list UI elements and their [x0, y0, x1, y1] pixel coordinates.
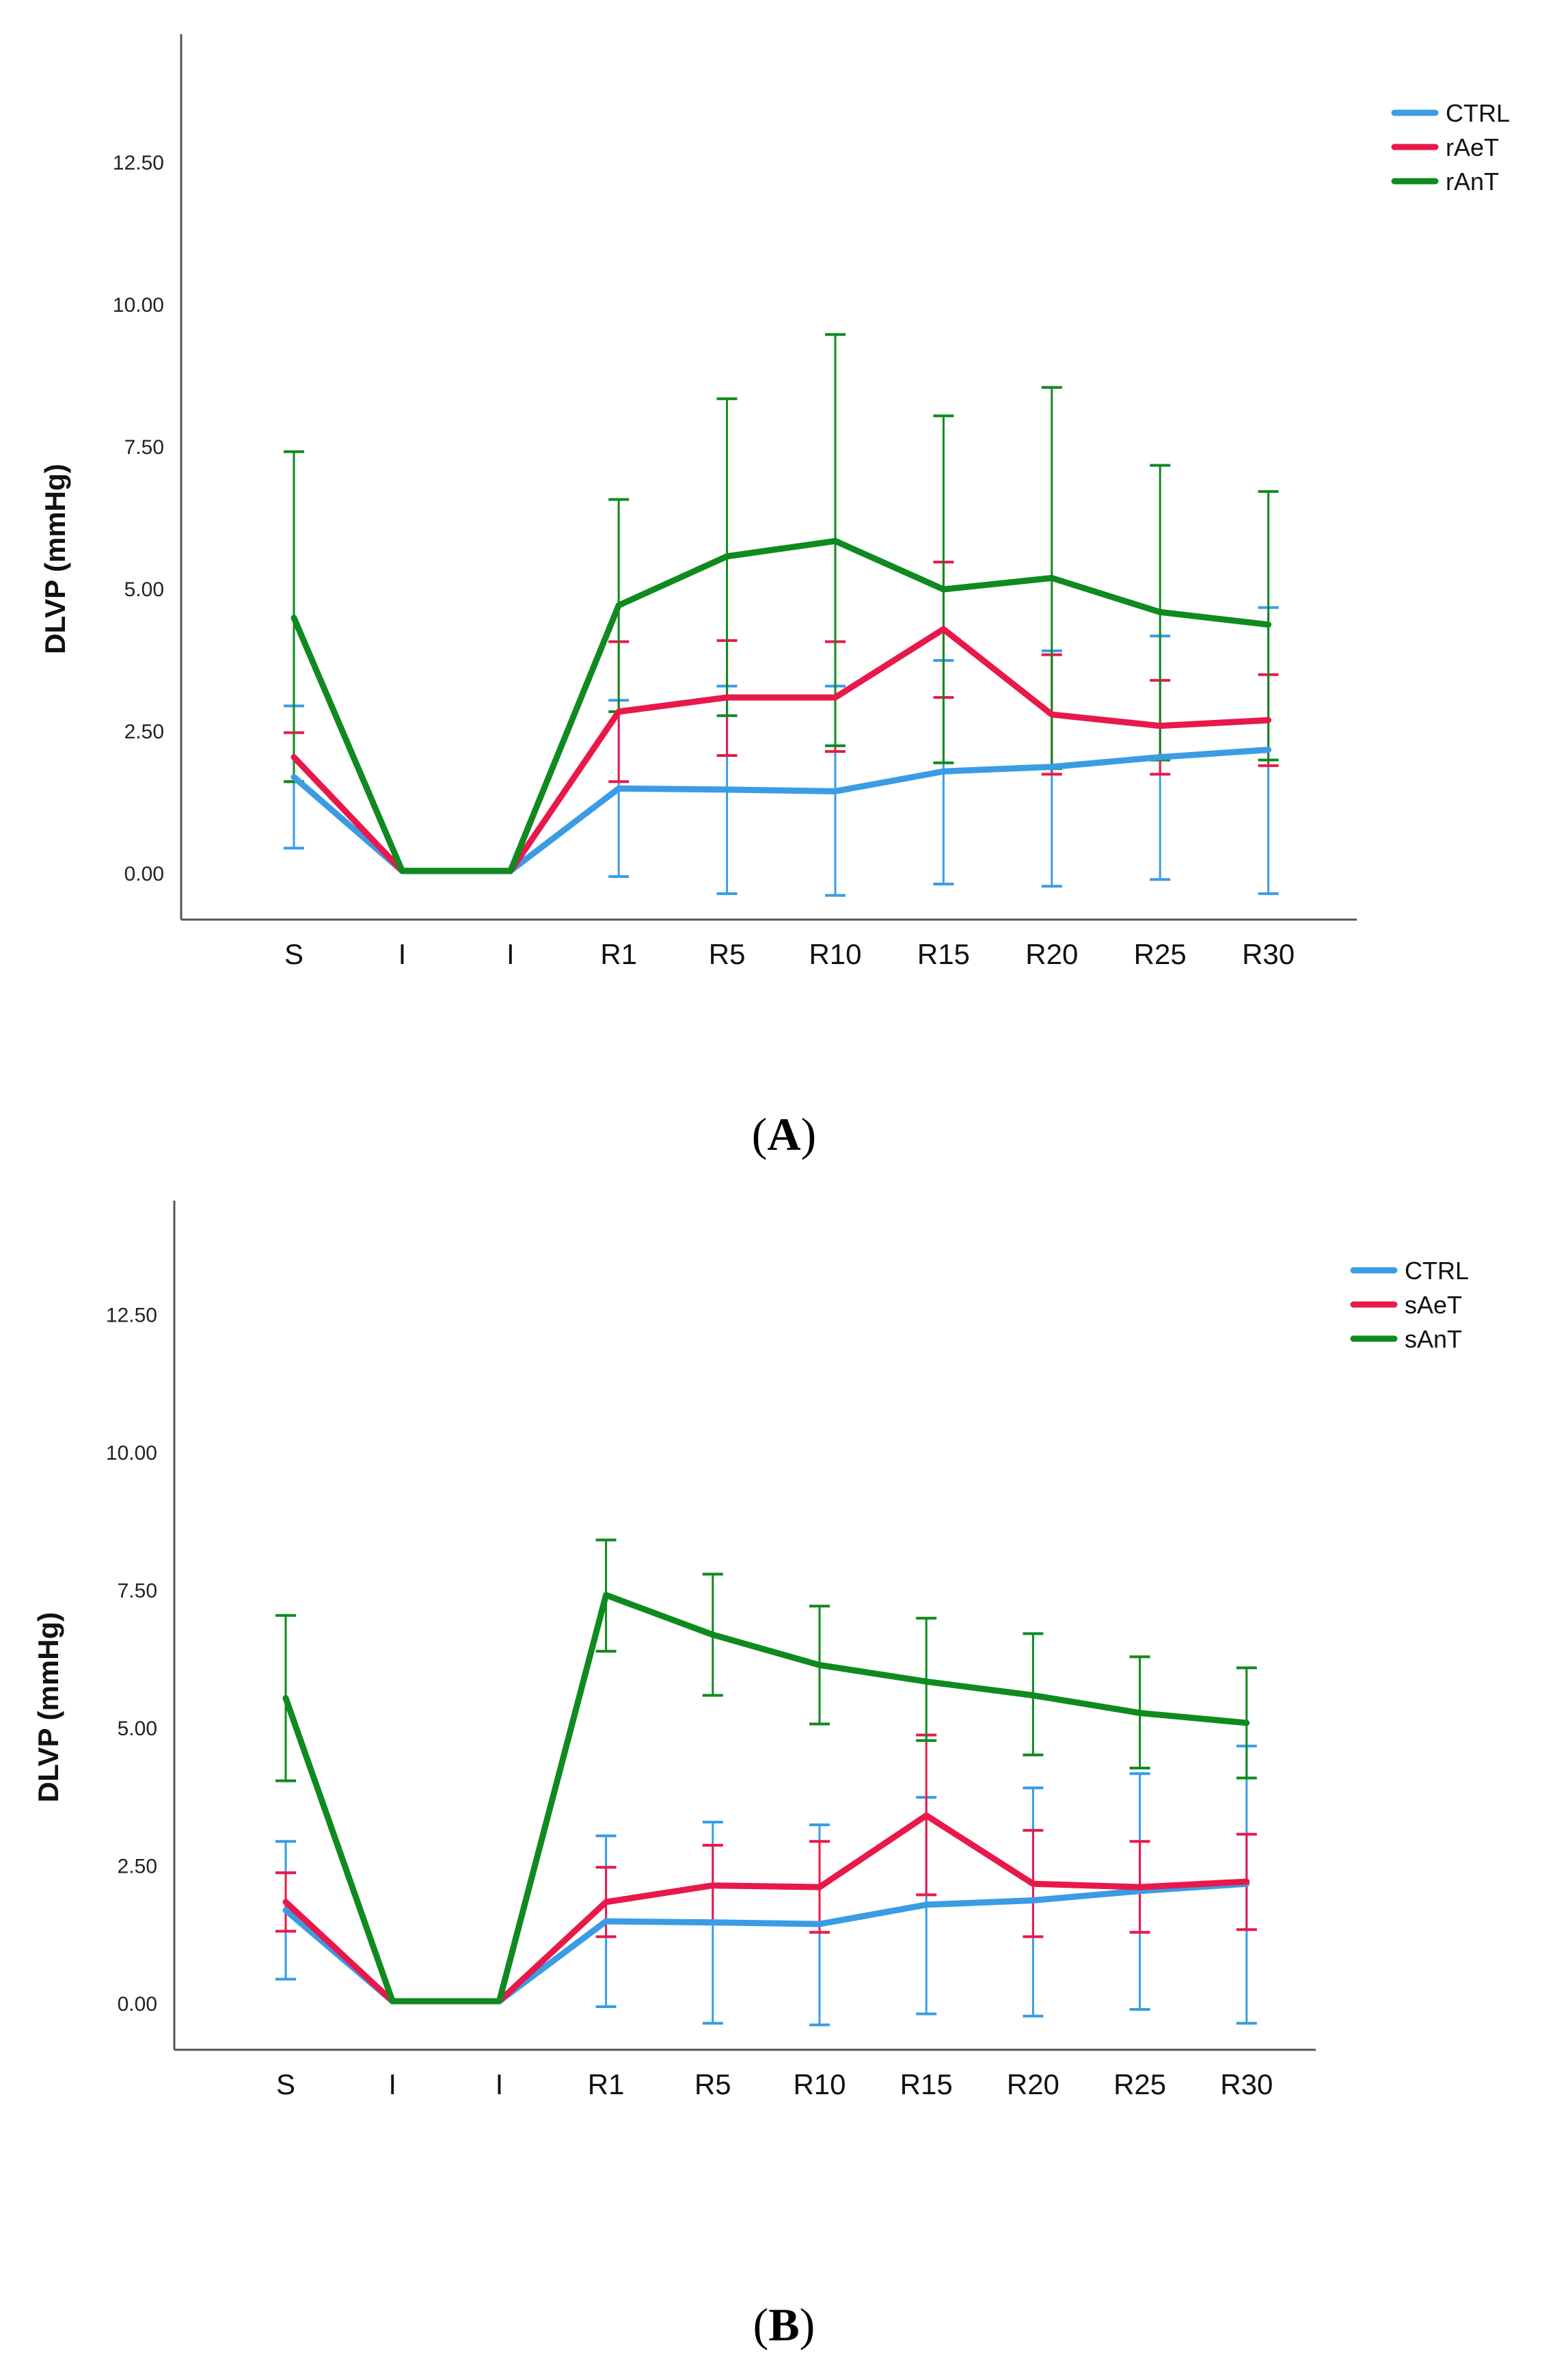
- x-tick-label: I: [506, 938, 515, 970]
- chart-a-svg: 0.00 2.50 5.00 7.50 10.00 12.50 DLVP (mmHg) S I I…: [39, 34, 1510, 970]
- x-tick-label: R15: [900, 2068, 953, 2100]
- x-tick-label: R25: [1134, 938, 1187, 970]
- caption-b-letter: B: [768, 2299, 800, 2351]
- legend: CTRL sAeT sAnT: [1350, 1257, 1469, 1353]
- x-tick-label: S: [284, 938, 303, 970]
- x-tick-label: I: [388, 2068, 396, 2100]
- series-ctrl-errorbars: [284, 606, 1279, 897]
- series-line-saet: [282, 1812, 1250, 2005]
- legend-label-ctrl: CTRL: [1446, 99, 1510, 127]
- chart-panel-a: 0.00 2.50 5.00 7.50 10.00 12.50 DLVP (mmHg) S I I…: [39, 34, 1510, 1160]
- legend-label-rant: rAnT: [1446, 168, 1499, 196]
- x-tick-label: R5: [694, 2068, 731, 2100]
- y-tick-label: 5.00: [118, 1717, 157, 1740]
- series-line-rant: [290, 537, 1272, 874]
- series-line-raet: [290, 626, 1272, 874]
- series-raet-errorbars: [284, 561, 1279, 784]
- x-tick-label: I: [496, 2068, 504, 2100]
- series-rant-errorbars: [284, 333, 1279, 784]
- series-sant-errorbars: [275, 1538, 1257, 1782]
- x-tick-label: R5: [709, 938, 746, 970]
- y-tick-label: 0.00: [118, 1993, 157, 2016]
- series-line-sant: [282, 1592, 1250, 2005]
- legend-label-raet: rAeT: [1446, 133, 1499, 161]
- legend-label-saet: sAeT: [1405, 1291, 1462, 1319]
- y-tick-label: 12.50: [106, 1305, 157, 1327]
- x-tick-label: I: [398, 938, 407, 970]
- x-tick-label: R30: [1220, 2068, 1273, 2100]
- x-tick-label: R25: [1113, 2068, 1166, 2100]
- y-tick-label: 2.50: [118, 1856, 157, 1878]
- x-tick-label: R10: [809, 938, 861, 970]
- caption-a: (A): [751, 1108, 817, 1160]
- y-axis-label: DLVP (mmHg): [32, 1612, 64, 1802]
- series-line-ctrl: [282, 1880, 1250, 2005]
- legend: CTRL rAeT rAnT: [1391, 99, 1510, 196]
- y-tick-label: 7.50: [124, 436, 164, 459]
- y-tick-label: 10.00: [113, 294, 164, 317]
- y-tick-label: 2.50: [124, 721, 164, 743]
- x-tick-label: R1: [600, 938, 637, 970]
- x-tick-label: R20: [1025, 938, 1078, 970]
- series-line-ctrl: [290, 747, 1272, 874]
- y-axis-label: DLVP (mmHg): [39, 464, 71, 654]
- legend-label-sant: sAnT: [1405, 1325, 1462, 1353]
- legend-label-ctrl: CTRL: [1405, 1257, 1469, 1285]
- x-tick-label: R10: [793, 2068, 846, 2100]
- series-saet-errorbars: [275, 1733, 1257, 1938]
- x-tick-label: S: [276, 2068, 295, 2100]
- y-tick-label: 10.00: [106, 1442, 157, 1465]
- x-tick-label: R20: [1007, 2068, 1059, 2100]
- chart-b-svg: 0.00 2.50 5.00 7.50 10.00 12.50 DLVP (mmHg) S I I…: [32, 1201, 1469, 2100]
- caption-a-letter: A: [767, 1108, 801, 1160]
- chart-panel-b: 0.00 2.50 5.00 7.50 10.00 12.50 DLVP (mmHg) S I I…: [0, 1184, 1568, 2367]
- y-tick-label: 0.00: [124, 863, 164, 885]
- y-tick-label: 5.00: [124, 578, 164, 601]
- caption-b: (B): [753, 2299, 815, 2351]
- x-tick-label: R15: [917, 938, 970, 970]
- y-tick-label: 12.50: [113, 152, 164, 174]
- x-tick-label: R30: [1242, 938, 1295, 970]
- x-tick-label: R1: [588, 2068, 625, 2100]
- y-tick-label: 7.50: [118, 1580, 157, 1603]
